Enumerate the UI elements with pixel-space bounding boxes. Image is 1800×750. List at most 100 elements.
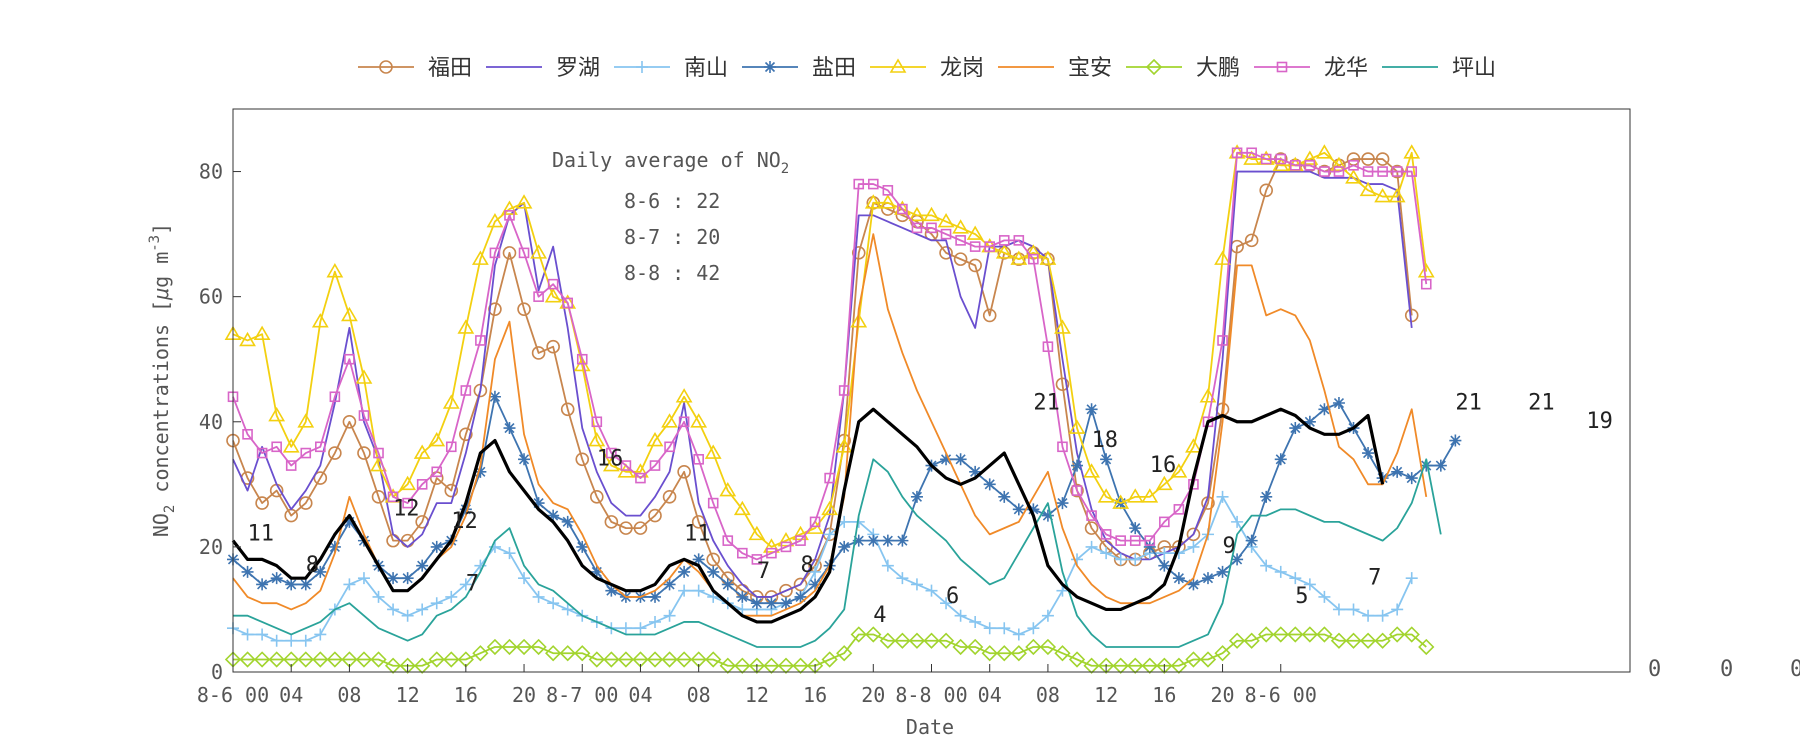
data-point <box>574 645 591 662</box>
legend-entry: 南山 <box>614 56 728 81</box>
data-point <box>765 597 778 610</box>
data-point <box>940 597 953 610</box>
data-point <box>1056 497 1069 510</box>
series-1 <box>232 170 1413 598</box>
data-point <box>413 444 431 459</box>
data-point <box>1417 263 1435 278</box>
data-point <box>867 534 880 547</box>
data-point <box>939 246 953 260</box>
data-point <box>824 472 835 484</box>
data-point <box>852 534 865 547</box>
data-point <box>1170 463 1188 478</box>
data-point <box>663 609 676 622</box>
data-point <box>1054 645 1071 662</box>
data-point <box>923 206 940 222</box>
legend-entry: 福田 <box>358 56 472 81</box>
outside-label: 0 <box>1648 657 1661 682</box>
data-point <box>1112 494 1130 509</box>
data-point <box>518 247 530 259</box>
legend-entry: 大鹏 <box>1126 56 1240 81</box>
data-point <box>1359 181 1377 197</box>
data-point <box>617 651 635 668</box>
data-point <box>253 651 271 668</box>
data-point <box>661 413 678 428</box>
data-point <box>646 431 664 447</box>
data-point <box>1100 529 1112 540</box>
data-point <box>908 206 926 222</box>
data-point <box>256 578 269 591</box>
data-point <box>998 235 1010 246</box>
data-point <box>982 308 997 323</box>
data-point <box>1449 434 1462 447</box>
data-point <box>1155 475 1173 491</box>
data-point <box>533 291 544 302</box>
data-point <box>561 603 574 616</box>
data-point <box>926 222 937 234</box>
data-point <box>1071 459 1084 472</box>
data-point <box>678 416 690 428</box>
data-point <box>1126 488 1144 503</box>
data-point <box>750 597 763 610</box>
data-point <box>326 263 344 278</box>
data-point <box>1214 250 1231 265</box>
data-point <box>606 447 617 459</box>
mean-value-label: 8 <box>801 553 814 578</box>
data-point <box>836 645 853 662</box>
data-point <box>1186 527 1201 542</box>
data-point <box>1260 153 1272 165</box>
data-point <box>239 331 256 347</box>
data-point <box>1303 415 1316 428</box>
data-point <box>954 609 967 622</box>
data-point <box>881 534 894 547</box>
data-point <box>1173 504 1185 515</box>
data-point <box>1345 632 1362 649</box>
data-point <box>1375 152 1390 166</box>
data-point <box>940 453 953 466</box>
data-point <box>853 178 865 190</box>
data-point <box>604 515 619 529</box>
data-point <box>576 540 589 553</box>
data-point <box>445 590 458 603</box>
data-point <box>588 651 605 668</box>
data-point <box>896 572 909 585</box>
data-point <box>1201 572 1214 585</box>
data-point <box>1158 547 1171 560</box>
legend-label: 南山 <box>684 56 728 81</box>
data-point <box>416 479 428 490</box>
data-point <box>384 657 402 674</box>
data-point <box>401 609 414 622</box>
series-4 <box>224 144 1435 553</box>
x-tick-label: 08 <box>337 683 361 707</box>
data-point <box>937 632 955 649</box>
daily-average-annotation: Daily average of NO2 8-6 : 22 8-7 : 20 8… <box>552 148 789 285</box>
mean-value-label: 12 <box>393 497 420 522</box>
data-point <box>282 438 300 453</box>
legend-entry: 宝安 <box>998 56 1112 81</box>
data-point <box>1083 657 1100 674</box>
data-point <box>431 466 443 478</box>
data-point <box>633 521 648 535</box>
series-mean <box>231 407 1385 624</box>
data-point <box>256 628 269 641</box>
data-point <box>576 353 588 365</box>
data-point <box>923 632 940 649</box>
data-point <box>664 441 675 453</box>
data-point <box>954 453 967 466</box>
data-point <box>314 628 327 641</box>
data-point <box>1039 250 1057 265</box>
legend-label: 宝安 <box>1068 56 1112 81</box>
data-point <box>953 252 968 266</box>
data-point <box>1420 278 1432 290</box>
x-tick-label: 08 <box>1036 683 1060 707</box>
data-point <box>355 369 373 384</box>
data-point <box>547 509 560 522</box>
legend-entry: 龙华 <box>1254 56 1368 81</box>
data-point <box>882 185 894 196</box>
data-point <box>1304 160 1316 171</box>
series-7 <box>227 147 1432 565</box>
data-point <box>969 615 982 628</box>
mean-value-label: 21 <box>1455 390 1482 415</box>
legend-entry: 盐田 <box>742 56 856 81</box>
data-point <box>661 651 678 668</box>
data-point <box>793 577 808 592</box>
